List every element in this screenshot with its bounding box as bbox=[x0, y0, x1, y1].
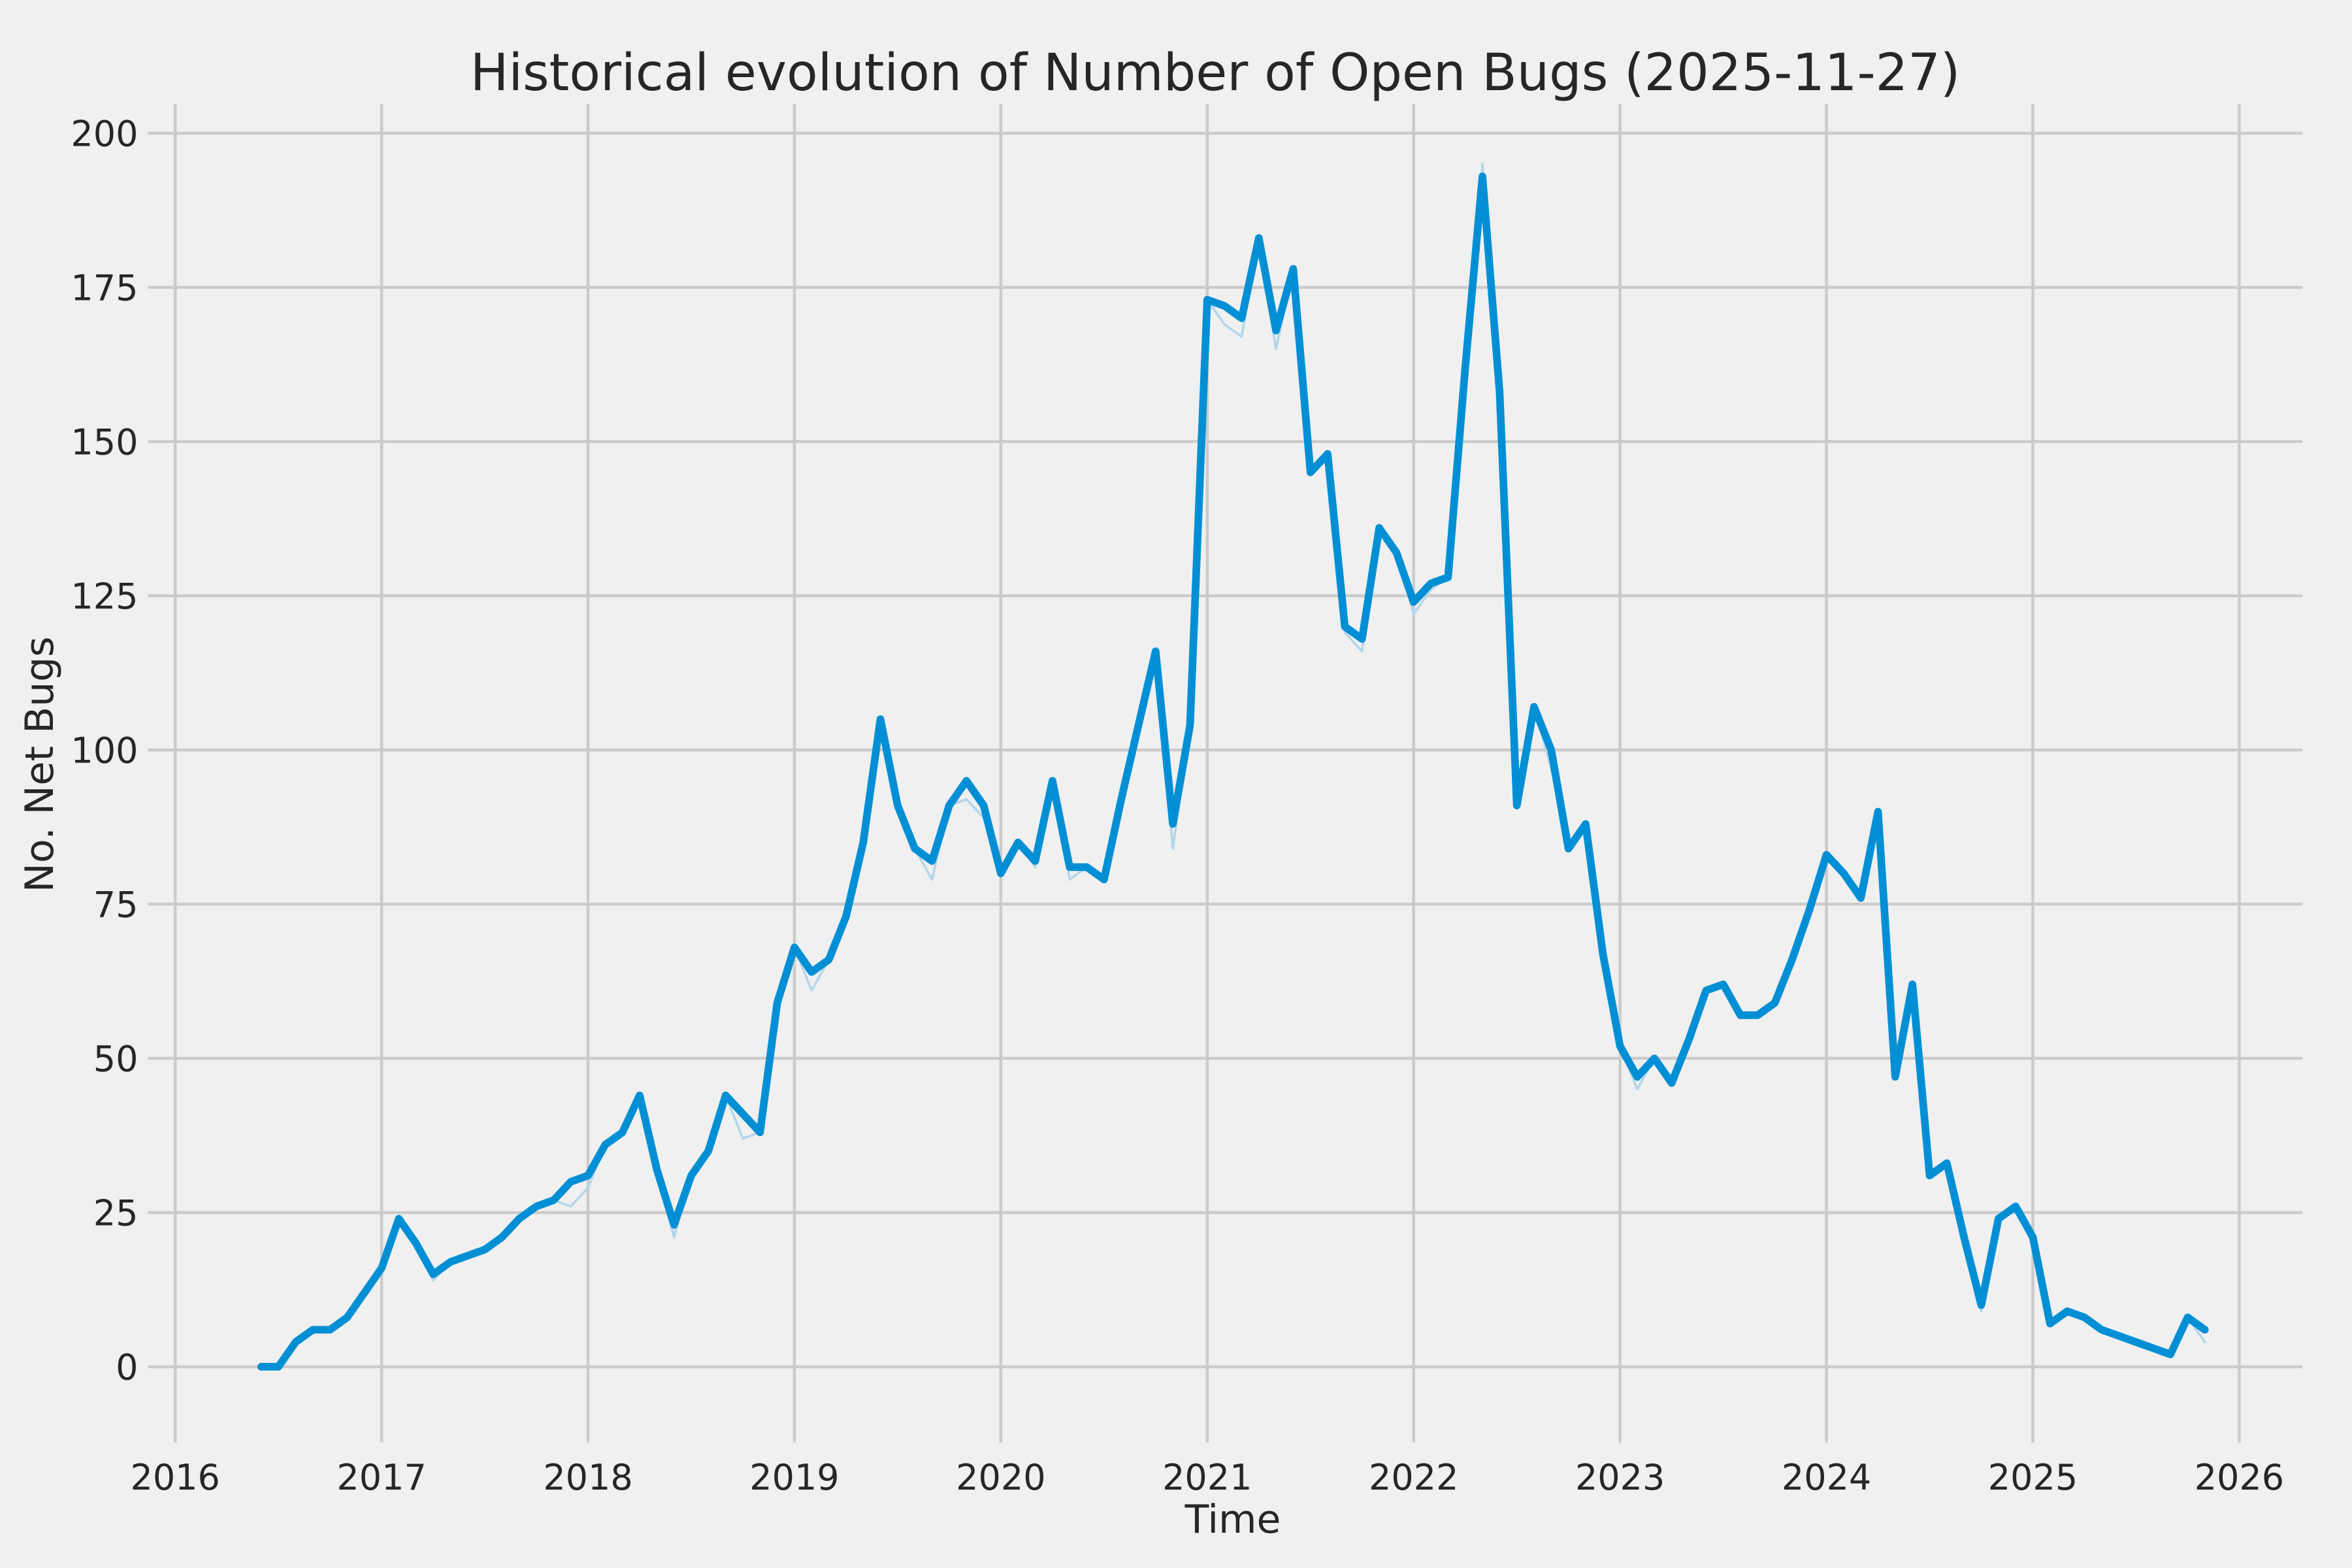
x-tick-label-2022: 2022 bbox=[1369, 1457, 1458, 1498]
y-tick-label-100: 100 bbox=[71, 730, 138, 771]
open-bugs-line bbox=[257, 172, 2209, 1371]
x-tick-label-2017: 2017 bbox=[336, 1457, 426, 1498]
y-tick-label-25: 25 bbox=[93, 1192, 139, 1233]
x-tick-label-2025: 2025 bbox=[1988, 1457, 2078, 1498]
x-tick-label-2024: 2024 bbox=[1782, 1457, 1871, 1498]
chart-title: Historical evolution of Number of Open B… bbox=[470, 44, 1961, 103]
x-tick-label-2026: 2026 bbox=[2195, 1457, 2284, 1498]
x-tick-label-2023: 2023 bbox=[1575, 1457, 1665, 1498]
y-tick-label-175: 175 bbox=[71, 267, 138, 308]
x-tick-label-2019: 2019 bbox=[749, 1457, 839, 1498]
plot-area bbox=[163, 104, 2303, 1427]
series-layer bbox=[257, 163, 2209, 1371]
y-axis-label: No. Net Bugs bbox=[17, 636, 63, 892]
label-layer: Historical evolution of Number of Open B… bbox=[17, 44, 1960, 1543]
x-tick-label-2016: 2016 bbox=[130, 1457, 220, 1498]
tick-layer: 0 25 50 75 100 125 150 175 200 2016 2017 2018 2019 20… bbox=[71, 113, 2284, 1498]
y-tick-label-200: 200 bbox=[71, 113, 138, 154]
x-tick-label-2020: 2020 bbox=[956, 1457, 1045, 1498]
y-tick-label-125: 125 bbox=[71, 576, 138, 617]
x-axis-label: Time bbox=[1184, 1497, 1281, 1543]
y-tick-label-50: 50 bbox=[93, 1038, 139, 1079]
y-tick-label-0: 0 bbox=[116, 1347, 138, 1388]
grid-layer bbox=[163, 104, 2303, 1427]
x-tick-label-2021: 2021 bbox=[1162, 1457, 1252, 1498]
y-tick-label-75: 75 bbox=[93, 884, 139, 925]
x-tick-label-2018: 2018 bbox=[543, 1457, 632, 1498]
y-tick-label-150: 150 bbox=[71, 421, 138, 463]
